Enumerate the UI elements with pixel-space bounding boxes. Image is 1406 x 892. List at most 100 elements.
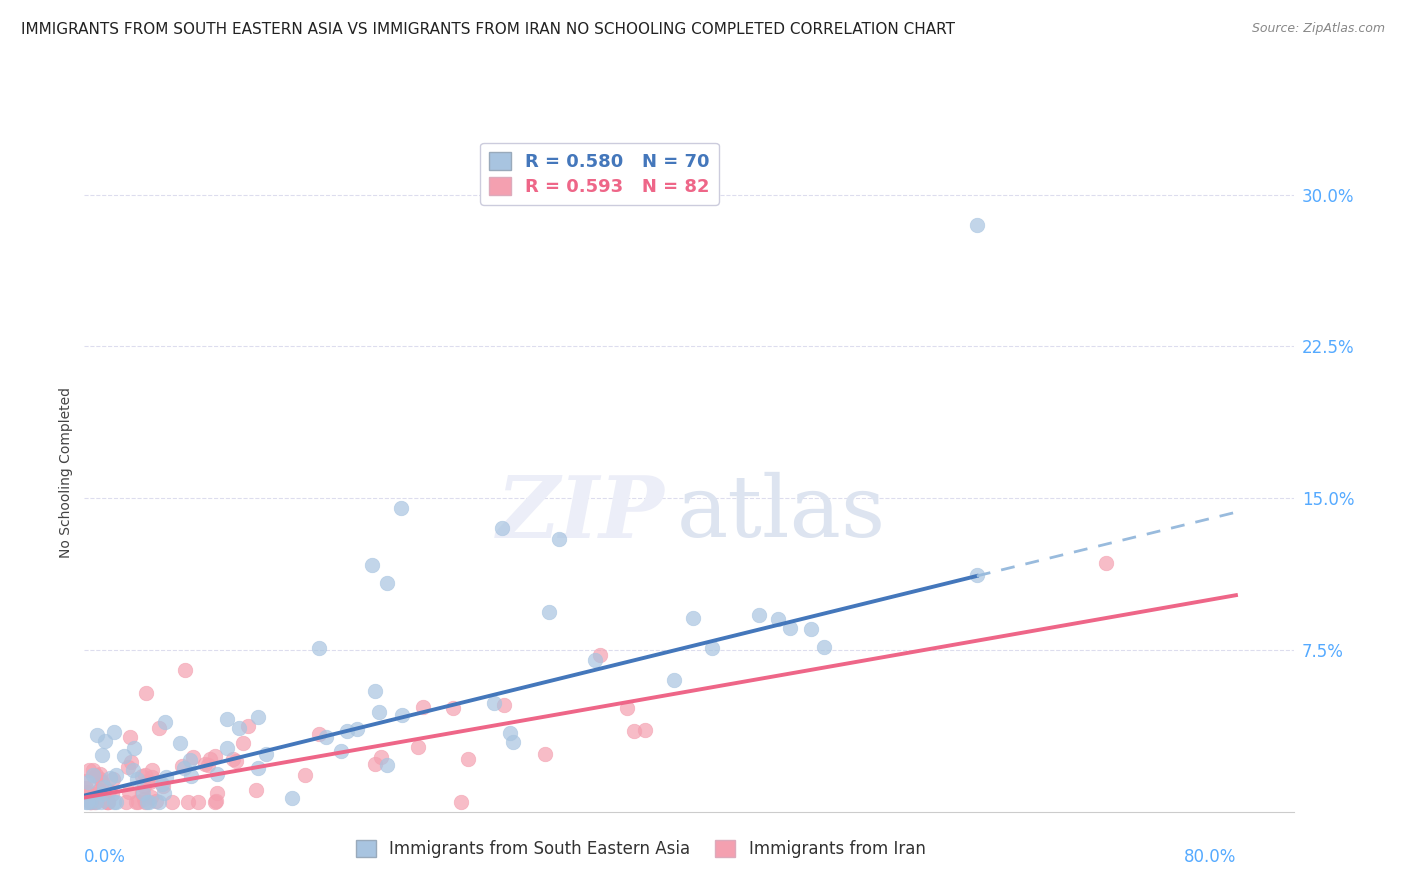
Point bbox=[136, 774, 159, 789]
Point bbox=[634, 723, 657, 737]
Point bbox=[117, 760, 139, 774]
Point bbox=[152, 787, 174, 801]
Point bbox=[534, 747, 557, 761]
Point bbox=[79, 763, 101, 777]
Point bbox=[98, 784, 121, 798]
Point bbox=[75, 773, 97, 788]
Point bbox=[623, 724, 645, 739]
Point bbox=[125, 795, 148, 809]
Point bbox=[205, 786, 228, 800]
Point bbox=[84, 795, 107, 809]
Point bbox=[169, 736, 191, 750]
Point bbox=[174, 663, 197, 677]
Point bbox=[766, 611, 789, 625]
Point bbox=[141, 764, 163, 778]
Point bbox=[548, 532, 571, 546]
Point bbox=[97, 795, 120, 809]
Point bbox=[336, 723, 359, 738]
Point bbox=[79, 795, 101, 809]
Point bbox=[375, 576, 398, 591]
Point bbox=[75, 795, 97, 809]
Point bbox=[966, 218, 988, 232]
Point bbox=[813, 640, 835, 654]
Point bbox=[491, 521, 513, 535]
Text: atlas: atlas bbox=[676, 472, 886, 555]
Point bbox=[222, 752, 245, 766]
Point bbox=[84, 795, 107, 809]
Point bbox=[588, 648, 610, 663]
Point bbox=[79, 795, 101, 809]
Point bbox=[308, 727, 330, 741]
Point bbox=[368, 705, 391, 719]
Point bbox=[616, 701, 638, 715]
Point bbox=[132, 779, 155, 793]
Point bbox=[228, 721, 250, 735]
Point bbox=[124, 740, 146, 755]
Point bbox=[484, 696, 506, 710]
Point bbox=[246, 761, 269, 775]
Point bbox=[330, 744, 353, 758]
Point bbox=[125, 772, 148, 787]
Point bbox=[89, 767, 111, 781]
Point bbox=[406, 740, 429, 755]
Point bbox=[132, 791, 155, 805]
Point bbox=[1095, 556, 1118, 570]
Point bbox=[131, 786, 153, 800]
Point bbox=[179, 753, 201, 767]
Point bbox=[90, 775, 112, 789]
Text: Source: ZipAtlas.com: Source: ZipAtlas.com bbox=[1251, 22, 1385, 36]
Point bbox=[412, 700, 434, 714]
Point bbox=[82, 764, 104, 778]
Point bbox=[93, 780, 115, 795]
Point bbox=[98, 772, 121, 786]
Point bbox=[89, 784, 111, 798]
Point bbox=[361, 558, 384, 572]
Point bbox=[204, 795, 226, 809]
Point bbox=[197, 758, 219, 772]
Y-axis label: No Schooling Completed: No Schooling Completed bbox=[59, 387, 73, 558]
Point bbox=[131, 769, 153, 783]
Point bbox=[152, 780, 174, 794]
Point bbox=[198, 752, 221, 766]
Point bbox=[177, 795, 200, 809]
Point bbox=[180, 769, 202, 783]
Point bbox=[502, 734, 524, 748]
Text: 0.0%: 0.0% bbox=[84, 848, 127, 866]
Point bbox=[315, 731, 337, 745]
Point bbox=[132, 786, 155, 800]
Point bbox=[280, 790, 302, 805]
Point bbox=[664, 673, 686, 687]
Legend: Immigrants from South Eastern Asia, Immigrants from Iran: Immigrants from South Eastern Asia, Immi… bbox=[349, 833, 932, 864]
Point bbox=[84, 767, 107, 781]
Point bbox=[254, 747, 277, 761]
Point bbox=[75, 789, 97, 804]
Point bbox=[225, 754, 247, 768]
Point bbox=[150, 777, 173, 791]
Point bbox=[205, 766, 228, 780]
Point bbox=[499, 726, 522, 740]
Point bbox=[89, 772, 111, 786]
Point bbox=[114, 795, 136, 809]
Point bbox=[441, 700, 464, 714]
Point bbox=[120, 731, 142, 745]
Point bbox=[134, 795, 156, 809]
Point bbox=[145, 794, 167, 808]
Point bbox=[370, 750, 392, 764]
Point bbox=[96, 795, 118, 809]
Point bbox=[779, 621, 801, 635]
Point bbox=[80, 795, 103, 809]
Point bbox=[122, 764, 145, 778]
Point bbox=[127, 795, 149, 809]
Point bbox=[364, 683, 387, 698]
Point bbox=[141, 790, 163, 805]
Point bbox=[205, 794, 228, 808]
Point bbox=[117, 784, 139, 798]
Point bbox=[97, 795, 120, 809]
Point bbox=[294, 767, 316, 781]
Point bbox=[375, 757, 398, 772]
Point bbox=[194, 756, 217, 771]
Point bbox=[389, 501, 412, 516]
Point bbox=[90, 747, 112, 762]
Text: ZIP: ZIP bbox=[496, 472, 665, 555]
Point bbox=[104, 767, 127, 781]
